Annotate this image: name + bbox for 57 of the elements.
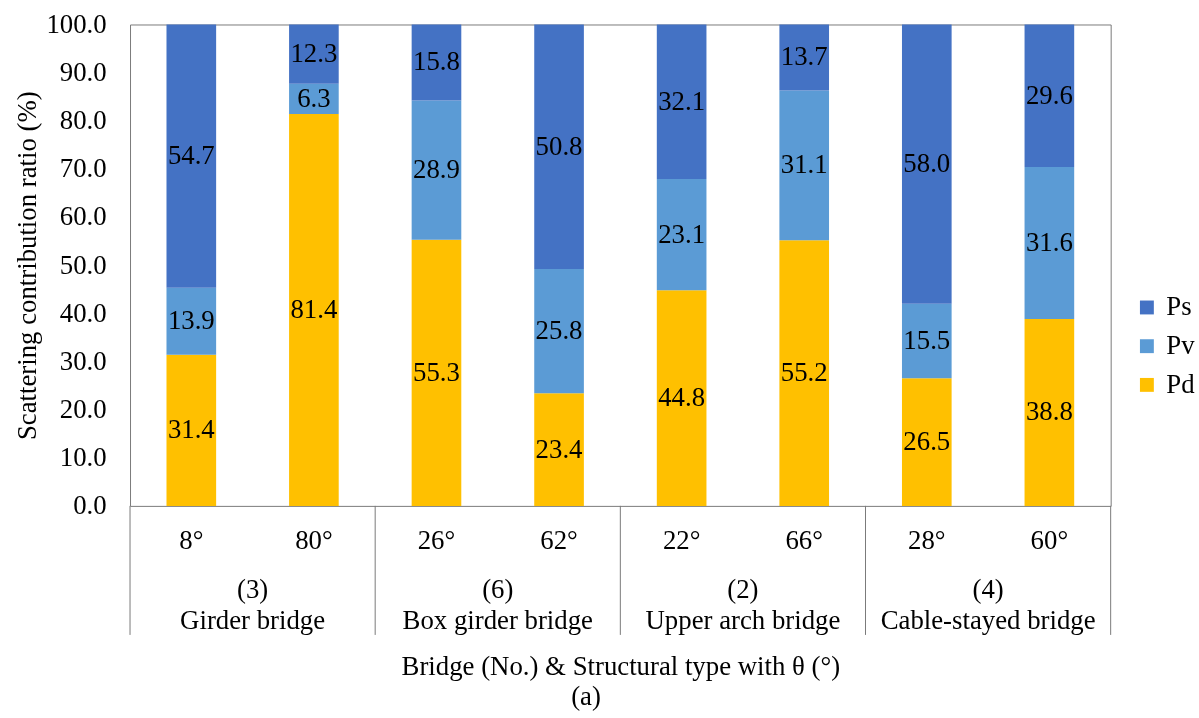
data-label: 15.8: [413, 46, 460, 77]
text: Girder bridge: [180, 604, 326, 635]
data-label: 38.8: [1025, 396, 1073, 427]
y-tick-label: 60.0: [59, 201, 107, 232]
y-tick-label: 10.0: [59, 442, 107, 473]
data-label: 25.8: [535, 315, 583, 346]
text: Box girder bridge: [402, 604, 593, 635]
x-tick-label: 60°: [1030, 525, 1069, 556]
y-tick-label: 90.0: [59, 57, 107, 88]
legend-label: Pv: [1166, 330, 1196, 361]
text: (6): [482, 574, 514, 605]
text: (a): [571, 681, 601, 712]
data-label: 55.3: [413, 356, 460, 387]
text: Cable-stayed bridge: [880, 604, 1096, 635]
data-label: 29.6: [1025, 79, 1073, 110]
y-tick-label: 70.0: [59, 153, 107, 184]
data-label: 54.7: [167, 140, 215, 171]
data-label: 81.4: [290, 293, 338, 324]
data-label: 12.3: [290, 38, 338, 69]
y-tick-label: 20.0: [59, 394, 107, 425]
x-axis-title: Bridge (No.) & Structural type with θ (°): [401, 651, 841, 682]
text: Upper arch bridge: [645, 604, 841, 635]
legend-label: Pd: [1166, 368, 1196, 399]
data-label: 15.5: [903, 324, 951, 355]
data-label: 32.1: [658, 85, 706, 116]
data-label: 23.1: [658, 218, 706, 249]
text: (4): [972, 574, 1004, 605]
data-label: 31.6: [1025, 226, 1073, 257]
text: (3): [236, 574, 269, 605]
x-tick-label: 80°: [295, 525, 333, 556]
legend-label: Ps: [1166, 291, 1192, 322]
data-label: 44.8: [658, 382, 706, 412]
x-tick-label: 28°: [908, 525, 946, 556]
x-tick-label: 8°: [179, 525, 204, 556]
data-label: 31.4: [167, 414, 215, 445]
x-tick-label: 62°: [540, 525, 578, 556]
data-label: 13.7: [780, 41, 828, 72]
y-tick-label: 40.0: [59, 297, 107, 328]
data-label: 26.5: [903, 426, 951, 457]
data-label: 50.8: [535, 130, 583, 161]
data-label: 6.3: [297, 82, 331, 113]
y-tick-label: 30.0: [59, 345, 107, 376]
x-tick-label: 66°: [785, 525, 823, 556]
data-label: 55.2: [780, 356, 828, 387]
x-tick-label: 26°: [417, 525, 456, 556]
y-axis-title: Scattering contribution ratio (%): [12, 91, 43, 441]
data-label: 31.1: [780, 149, 828, 180]
text: (2): [727, 574, 759, 605]
y-tick-label: 100.0: [46, 8, 107, 39]
data-label: 13.9: [167, 305, 215, 336]
data-label: 58.0: [903, 148, 951, 179]
x-tick-label: 22°: [662, 525, 701, 556]
y-tick-label: 50.0: [59, 249, 107, 280]
data-label: 23.4: [535, 433, 583, 464]
y-tick-label: 80.0: [59, 105, 107, 136]
data-label: 28.9: [413, 154, 460, 185]
y-tick-label: 0.0: [73, 490, 107, 521]
